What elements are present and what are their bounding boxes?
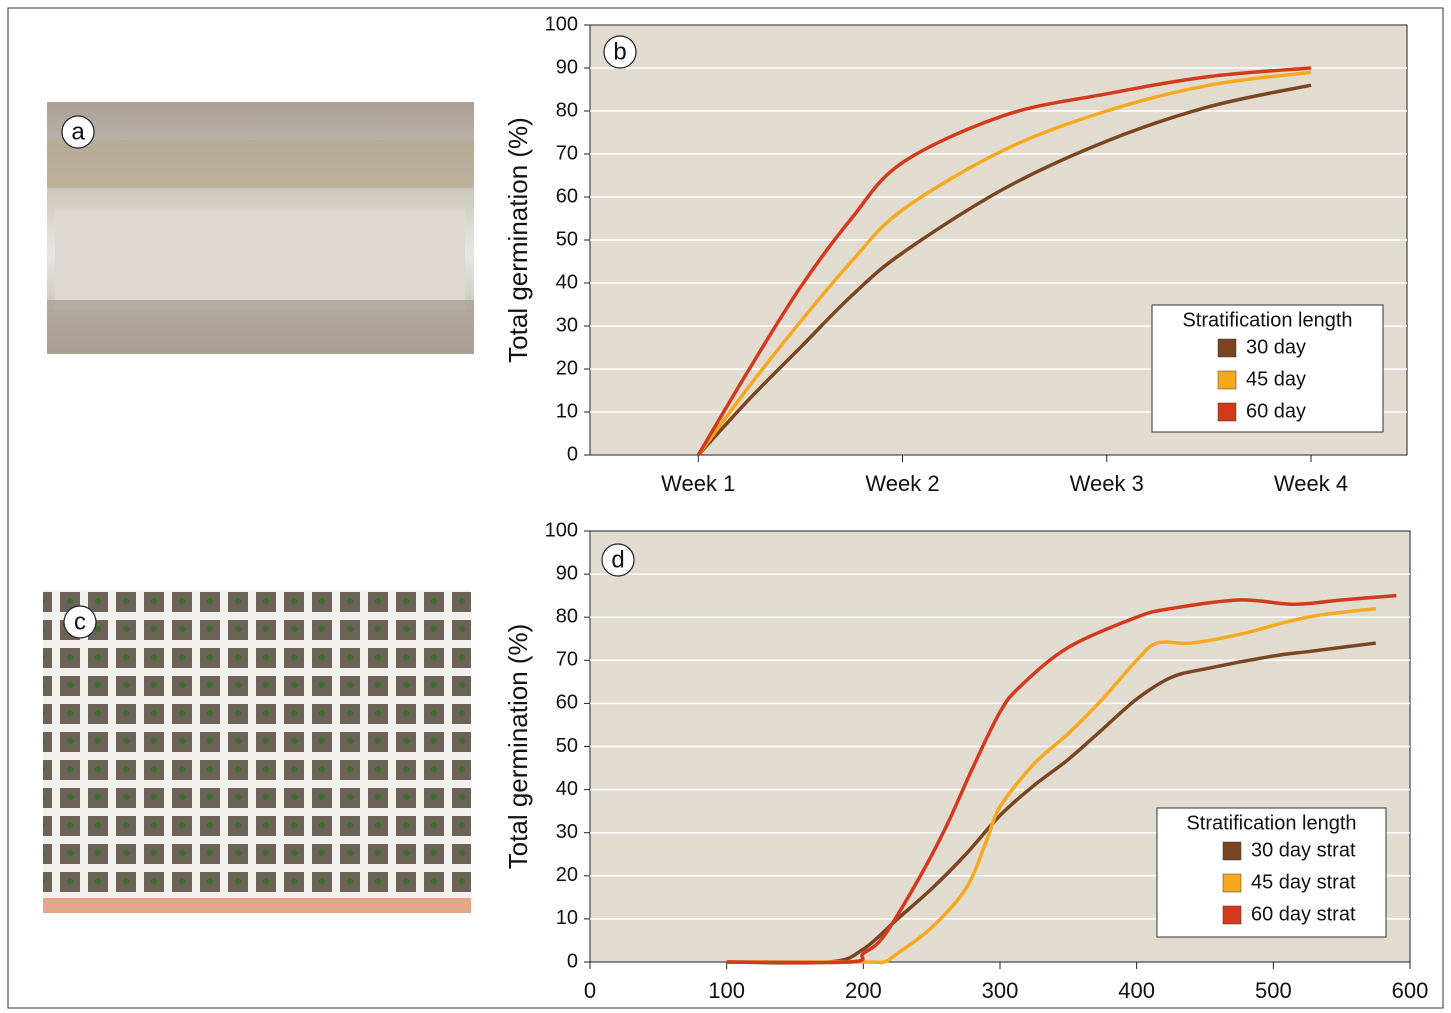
legend-swatch bbox=[1222, 841, 1242, 861]
y-tick-label: 50 bbox=[556, 228, 578, 250]
panel-label: b bbox=[613, 38, 626, 65]
legend-title: Stratification length bbox=[1186, 812, 1356, 834]
y-tick-label: 0 bbox=[567, 443, 578, 465]
legend-swatch bbox=[1217, 338, 1237, 358]
y-tick-label: 80 bbox=[556, 99, 578, 121]
legend-swatch bbox=[1222, 873, 1242, 893]
series-line bbox=[696, 70, 1312, 457]
figure-border bbox=[7, 7, 1444, 1009]
y-tick-label: 60 bbox=[556, 185, 578, 207]
y-axis-label: Total germination (%) bbox=[503, 624, 533, 870]
panel-badge bbox=[63, 605, 97, 639]
panel-badge bbox=[61, 115, 95, 149]
series-line bbox=[696, 66, 1312, 456]
legend-label: 60 day bbox=[1246, 400, 1306, 422]
panel-badge bbox=[603, 35, 637, 69]
legend-box bbox=[1156, 807, 1387, 938]
x-tick-label: 0 bbox=[584, 978, 596, 1003]
x-tick-label: Week 3 bbox=[1070, 471, 1144, 496]
legend-box bbox=[1151, 304, 1384, 433]
series-line bbox=[726, 593, 1397, 965]
panel-badge bbox=[601, 543, 635, 577]
x-tick-label: 500 bbox=[1255, 978, 1292, 1003]
y-tick-label: 90 bbox=[556, 56, 578, 78]
y-axis-label: Total germination (%) bbox=[503, 117, 533, 363]
x-tick-label: 200 bbox=[845, 978, 882, 1003]
x-tick-label: 300 bbox=[982, 978, 1019, 1003]
panel-label: d bbox=[611, 546, 624, 573]
x-tick-label: Week 2 bbox=[865, 471, 939, 496]
legend-label: 30 day bbox=[1246, 336, 1306, 358]
legend-title: Stratification length bbox=[1182, 309, 1352, 331]
x-tick-label: 100 bbox=[708, 978, 745, 1003]
y-tick-label: 50 bbox=[556, 735, 578, 757]
x-tick-label: Week 1 bbox=[661, 471, 735, 496]
y-tick-label: 40 bbox=[556, 271, 578, 293]
legend-swatch bbox=[1217, 370, 1237, 390]
panel-label: a bbox=[71, 118, 85, 145]
y-tick-label: 10 bbox=[556, 400, 578, 422]
y-tick-label: 30 bbox=[556, 821, 578, 843]
legend-label: 30 day strat bbox=[1251, 839, 1356, 861]
photo-c bbox=[43, 590, 471, 913]
series-line bbox=[726, 641, 1377, 965]
series-line bbox=[726, 606, 1377, 965]
legend-label: 45 day bbox=[1246, 368, 1306, 390]
legend-swatch bbox=[1217, 402, 1237, 422]
y-tick-label: 60 bbox=[556, 692, 578, 714]
photo-a bbox=[47, 102, 474, 354]
series-line bbox=[696, 83, 1312, 457]
y-tick-label: 40 bbox=[556, 778, 578, 800]
y-tick-label: 0 bbox=[567, 950, 578, 972]
y-tick-label: 30 bbox=[556, 314, 578, 336]
y-tick-label: 90 bbox=[556, 562, 578, 584]
legend-swatch bbox=[1222, 905, 1242, 925]
y-tick-label: 80 bbox=[556, 605, 578, 627]
legend-label: 45 day strat bbox=[1251, 871, 1356, 893]
y-tick-label: 100 bbox=[545, 519, 578, 541]
y-tick-label: 70 bbox=[556, 142, 578, 164]
y-tick-label: 20 bbox=[556, 864, 578, 886]
x-tick-label: 600 bbox=[1392, 978, 1429, 1003]
legend-label: 60 day strat bbox=[1251, 903, 1356, 925]
y-tick-label: 100 bbox=[545, 13, 578, 35]
y-tick-label: 70 bbox=[556, 649, 578, 671]
x-tick-label: 400 bbox=[1118, 978, 1155, 1003]
y-tick-label: 10 bbox=[556, 907, 578, 929]
y-tick-label: 20 bbox=[556, 357, 578, 379]
x-tick-label: Week 4 bbox=[1274, 471, 1348, 496]
panel-label: c bbox=[74, 608, 86, 635]
